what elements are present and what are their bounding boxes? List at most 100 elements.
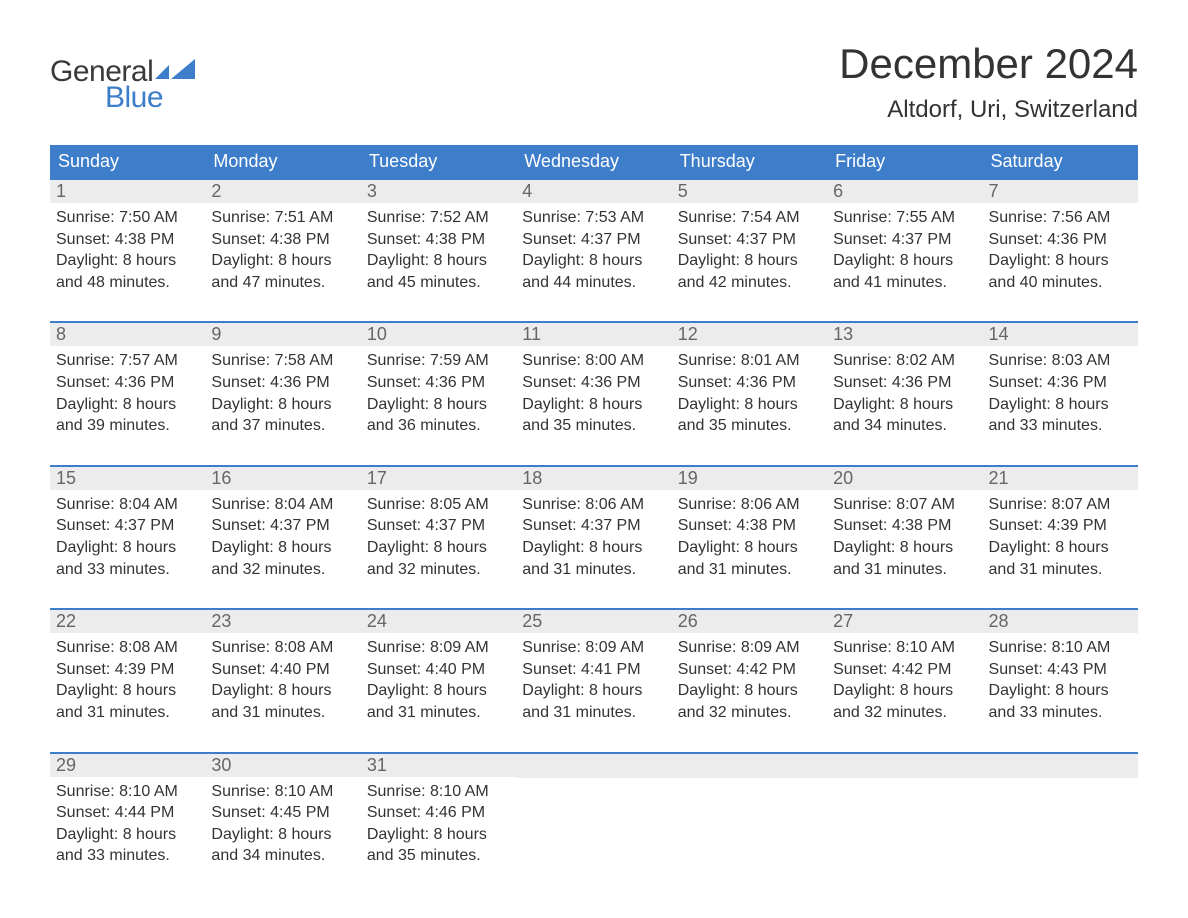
day-details: Sunrise: 8:10 AMSunset: 4:46 PMDaylight:… — [361, 777, 516, 871]
sunrise-line: Sunrise: 8:00 AM — [522, 350, 665, 372]
day-number: 23 — [205, 610, 360, 633]
sunrise-line: Sunrise: 8:10 AM — [833, 637, 976, 659]
daylight-line2: and 32 minutes. — [367, 559, 510, 581]
daylight-line2: and 32 minutes. — [678, 702, 821, 724]
day-number: 25 — [516, 610, 671, 633]
sunrise-line: Sunrise: 7:50 AM — [56, 207, 199, 229]
day-number: 16 — [205, 467, 360, 490]
day-details: Sunrise: 7:53 AMSunset: 4:37 PMDaylight:… — [516, 203, 671, 297]
calendar-day: 10Sunrise: 7:59 AMSunset: 4:36 PMDayligh… — [361, 323, 516, 440]
day-details: Sunrise: 8:06 AMSunset: 4:37 PMDaylight:… — [516, 490, 671, 584]
daylight-line1: Daylight: 8 hours — [989, 250, 1132, 272]
daylight-line1: Daylight: 8 hours — [989, 394, 1132, 416]
day-details: Sunrise: 8:04 AMSunset: 4:37 PMDaylight:… — [50, 490, 205, 584]
sunset-line: Sunset: 4:37 PM — [522, 515, 665, 537]
sunset-line: Sunset: 4:39 PM — [56, 659, 199, 681]
day-header: Monday — [205, 145, 360, 178]
sunset-line: Sunset: 4:37 PM — [56, 515, 199, 537]
calendar-week: 8 Sunrise: 7:57 AM Sunset: 4:36 PM Daylight… — [50, 321, 1138, 440]
daylight-line1: Daylight: 8 hours — [367, 824, 510, 846]
daylight-line2: and 31 minutes. — [522, 702, 665, 724]
day-number: 1 — [50, 180, 205, 203]
day-details: Sunrise: 8:01 AMSunset: 4:36 PMDaylight:… — [672, 346, 827, 440]
day-number: 20 — [827, 467, 982, 490]
day-number: 11 — [516, 323, 671, 346]
sunset-line: Sunset: 4:46 PM — [367, 802, 510, 824]
calendar-day: 4Sunrise: 7:53 AMSunset: 4:37 PMDaylight… — [516, 180, 671, 297]
logo-word2: Blue — [105, 81, 197, 115]
sunrise-line: Sunrise: 7:51 AM — [211, 207, 354, 229]
daylight-line1: Daylight: 8 hours — [989, 537, 1132, 559]
calendar-day: 3Sunrise: 7:52 AMSunset: 4:38 PMDaylight… — [361, 180, 516, 297]
calendar-header-row: Sunday Monday Tuesday Wednesday Thursday… — [50, 145, 1138, 178]
daylight-line2: and 32 minutes. — [211, 559, 354, 581]
calendar-day: 9Sunrise: 7:58 AMSunset: 4:36 PMDaylight… — [205, 323, 360, 440]
day-details: Sunrise: 8:09 AMSunset: 4:41 PMDaylight:… — [516, 633, 671, 727]
calendar-day: 24Sunrise: 8:09 AMSunset: 4:40 PMDayligh… — [361, 610, 516, 727]
sunrise-line: Sunrise: 8:09 AM — [522, 637, 665, 659]
day-number: 6 — [827, 180, 982, 203]
daylight-line1: Daylight: 8 hours — [522, 537, 665, 559]
sunrise-line: Sunrise: 8:05 AM — [367, 494, 510, 516]
sunset-line: Sunset: 4:38 PM — [211, 229, 354, 251]
day-number — [516, 754, 671, 778]
sunrise-line: Sunrise: 8:10 AM — [56, 781, 199, 803]
sunset-line: Sunset: 4:38 PM — [367, 229, 510, 251]
day-number: 19 — [672, 467, 827, 490]
sunset-line: Sunset: 4:43 PM — [989, 659, 1132, 681]
day-details: Sunrise: 8:02 AMSunset: 4:36 PMDaylight:… — [827, 346, 982, 440]
title-block: December 2024 Altdorf, Uri, Switzerland — [839, 30, 1138, 130]
daylight-line1: Daylight: 8 hours — [833, 250, 976, 272]
calendar-day: 23Sunrise: 8:08 AMSunset: 4:40 PMDayligh… — [205, 610, 360, 727]
sunrise-line: Sunrise: 7:57 AM — [56, 350, 199, 372]
day-number: 5 — [672, 180, 827, 203]
calendar-week: 1Sunrise: 7:50 AMSunset: 4:38 PMDaylight… — [50, 178, 1138, 297]
day-number — [827, 754, 982, 778]
day-number: 8 — [50, 323, 205, 346]
weeks-container: 1Sunrise: 7:50 AMSunset: 4:38 PMDaylight… — [50, 178, 1138, 871]
daylight-line2: and 35 minutes. — [522, 415, 665, 437]
sunset-line: Sunset: 4:40 PM — [211, 659, 354, 681]
daylight-line1: Daylight: 8 hours — [211, 250, 354, 272]
calendar-day: 12Sunrise: 8:01 AMSunset: 4:36 PMDayligh… — [672, 323, 827, 440]
calendar-day: 6Sunrise: 7:55 AMSunset: 4:37 PMDaylight… — [827, 180, 982, 297]
daylight-line2: and 36 minutes. — [367, 415, 510, 437]
sunset-line: Sunset: 4:38 PM — [678, 515, 821, 537]
day-header: Thursday — [672, 145, 827, 178]
day-details: Sunrise: 8:08 AMSunset: 4:40 PMDaylight:… — [205, 633, 360, 727]
day-number: 7 — [983, 180, 1138, 203]
day-header: Wednesday — [516, 145, 671, 178]
sunrise-line: Sunrise: 8:04 AM — [211, 494, 354, 516]
day-details: Sunrise: 8:04 AMSunset: 4:37 PMDaylight:… — [205, 490, 360, 584]
day-details: Sunrise: 7:50 AMSunset: 4:38 PMDaylight:… — [50, 203, 205, 297]
day-details: Sunrise: 7:58 AMSunset: 4:36 PMDaylight:… — [205, 346, 360, 440]
sunset-line: Sunset: 4:36 PM — [989, 229, 1132, 251]
day-number: 26 — [672, 610, 827, 633]
sunset-line: Sunset: 4:36 PM — [211, 372, 354, 394]
calendar-day: 22Sunrise: 8:08 AMSunset: 4:39 PMDayligh… — [50, 610, 205, 727]
daylight-line2: and 33 minutes. — [989, 415, 1132, 437]
daylight-line2: and 41 minutes. — [833, 272, 976, 294]
daylight-line1: Daylight: 8 hours — [522, 394, 665, 416]
daylight-line1: Daylight: 8 hours — [211, 680, 354, 702]
sunset-line: Sunset: 4:41 PM — [522, 659, 665, 681]
daylight-line1: Daylight: 8 hours — [56, 537, 199, 559]
daylight-line1: Daylight: 8 hours — [833, 537, 976, 559]
day-details: Sunrise: 8:10 AMSunset: 4:45 PMDaylight:… — [205, 777, 360, 871]
daylight-line1: Daylight: 8 hours — [678, 250, 821, 272]
day-number: 4 — [516, 180, 671, 203]
calendar-day — [983, 754, 1138, 871]
daylight-line2: and 45 minutes. — [367, 272, 510, 294]
calendar-day: 21Sunrise: 8:07 AMSunset: 4:39 PMDayligh… — [983, 467, 1138, 584]
daylight-line1: Daylight: 8 hours — [56, 250, 199, 272]
day-details: Sunrise: 7:56 AMSunset: 4:36 PMDaylight:… — [983, 203, 1138, 297]
calendar-day: 14Sunrise: 8:03 AMSunset: 4:36 PMDayligh… — [983, 323, 1138, 440]
daylight-line1: Daylight: 8 hours — [56, 394, 199, 416]
daylight-line2: and 40 minutes. — [989, 272, 1132, 294]
daylight-line1: Daylight: 8 hours — [367, 680, 510, 702]
sunrise-line: Sunrise: 8:07 AM — [833, 494, 976, 516]
sunrise-line: Sunrise: 7:54 AM — [678, 207, 821, 229]
calendar-day: 16Sunrise: 8:04 AMSunset: 4:37 PMDayligh… — [205, 467, 360, 584]
calendar-day: 27Sunrise: 8:10 AMSunset: 4:42 PMDayligh… — [827, 610, 982, 727]
sunrise-line: Sunrise: 8:09 AM — [367, 637, 510, 659]
